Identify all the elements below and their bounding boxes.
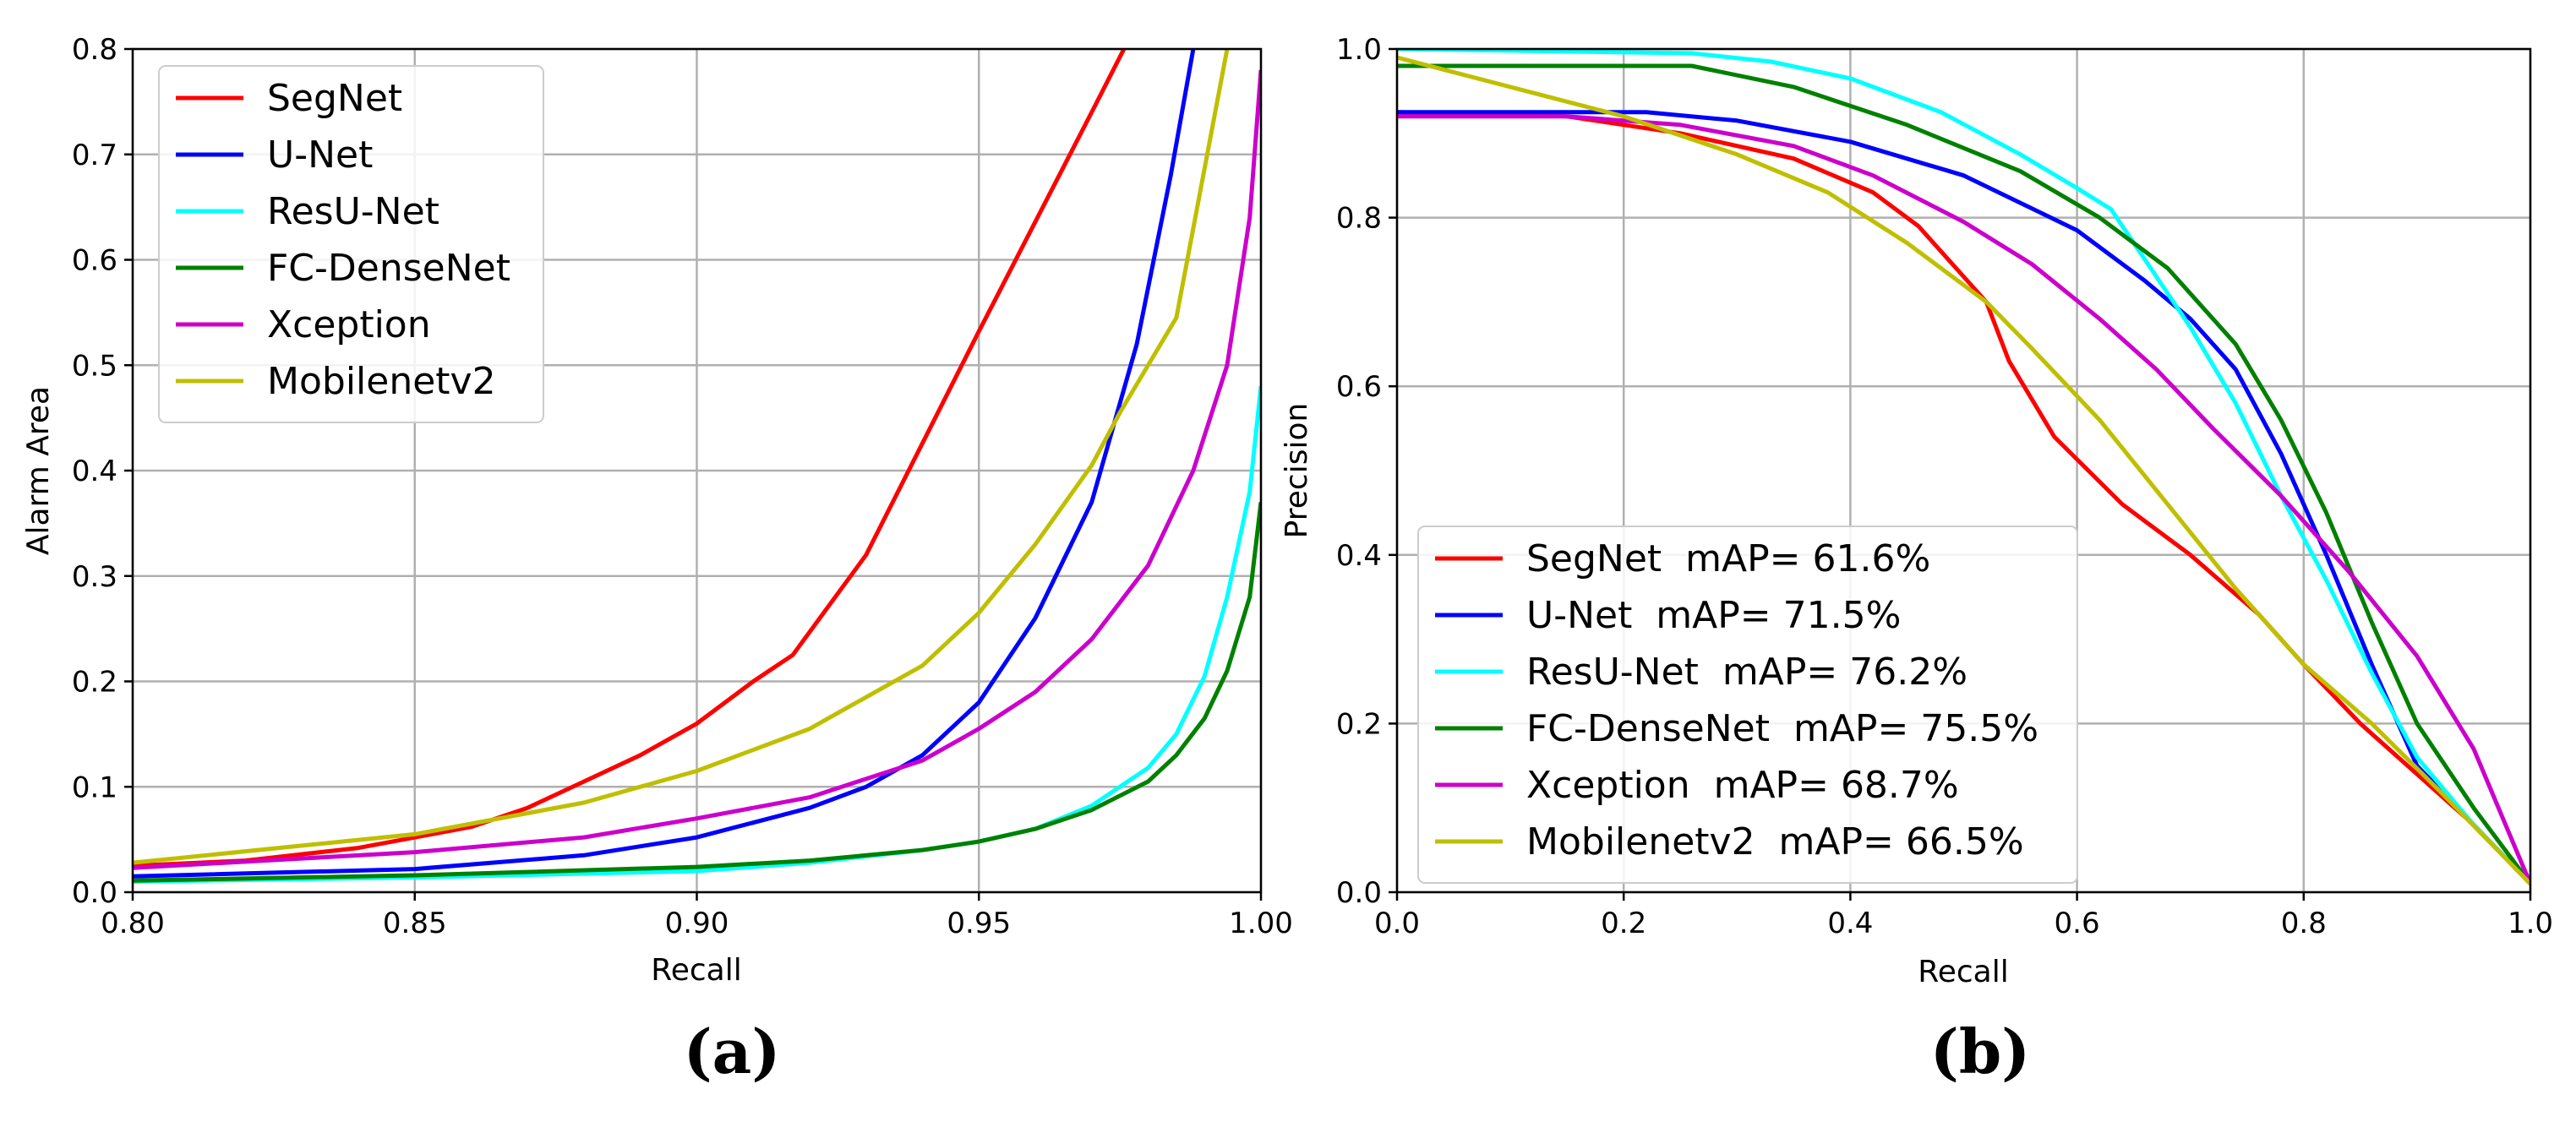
b-ytick-label: 0.0 bbox=[1336, 876, 1382, 910]
a-ytick-label: 0.1 bbox=[72, 771, 117, 804]
b-legend-box bbox=[1417, 526, 2078, 884]
a-legend-label: Xception bbox=[267, 303, 431, 346]
a-ytick-label: 0.5 bbox=[72, 349, 117, 383]
b-series-line-xception bbox=[1397, 114, 2530, 885]
panel-b-xlabel: Recall bbox=[1918, 955, 2008, 989]
panel-a-chart: 0.80 0.85 0.90 0.95 1.00 0.0 0.1 0.2 0.3 0.4 0.5 0.… bbox=[21, 33, 1293, 1087]
a-legend-label: ResU-Net bbox=[267, 190, 439, 233]
a-ytick-label: 0.0 bbox=[72, 876, 117, 910]
a-xtick-label: 0.90 bbox=[665, 907, 729, 940]
b-ytick-label: 1.0 bbox=[1336, 33, 1382, 67]
b-xtick-label: 0.8 bbox=[2281, 907, 2327, 940]
panel-b-frame bbox=[1395, 47, 2532, 894]
panel-a-legend: SegNet U-Net ResU-Net FC-DenseNet Xception Mo… bbox=[158, 65, 544, 423]
a-series-line-mobilenetv2 bbox=[133, 49, 1230, 865]
panel-b-legend: SegNet mAP= 61.6% U-Net mAP= 71.5% ResU-Ne… bbox=[1417, 526, 2078, 884]
a-xtick-label: 0.85 bbox=[383, 907, 447, 940]
a-xtick-label: 0.95 bbox=[947, 907, 1011, 940]
b-legend-label: SegNet mAP= 61.6% bbox=[1526, 537, 1930, 580]
b-legend-label: ResU-Net mAP= 76.2% bbox=[1526, 651, 1967, 694]
b-ytick-label: 0.8 bbox=[1336, 202, 1382, 236]
b-ytick-label: 0.4 bbox=[1336, 539, 1382, 573]
panel-b-ticks: 0.0 0.2 0.4 0.6 0.8 1.0 0.0 0.2 0.4 0.6 0.8 1.0 bbox=[1336, 33, 2553, 940]
b-series-line-resu-net bbox=[1397, 49, 2530, 885]
panel-a-xlabel: Recall bbox=[651, 953, 741, 988]
b-legend-label: FC-DenseNet mAP= 75.5% bbox=[1526, 707, 2038, 750]
a-ytick-label: 0.3 bbox=[72, 560, 117, 594]
a-legend-label: Mobilenetv2 bbox=[267, 360, 496, 403]
b-xtick-label: 0.2 bbox=[1601, 907, 1646, 940]
b-series-line-segnet bbox=[1397, 110, 2530, 885]
a-ytick-label: 0.7 bbox=[72, 139, 117, 172]
b-xtick-label: 0.4 bbox=[1827, 907, 1873, 940]
b-legend-label: U-Net mAP= 71.5% bbox=[1526, 594, 1901, 637]
panel-b-chart: 0.0 0.2 0.4 0.6 0.8 1.0 0.0 0.2 0.4 0.6 0.8 1.0 Rec… bbox=[1280, 33, 2553, 1087]
a-series-line-u-net bbox=[133, 49, 1196, 879]
a-series-line-segnet bbox=[133, 49, 1127, 869]
b-legend-label: Mobilenetv2 mAP= 66.5% bbox=[1526, 820, 2024, 863]
panel-b-series bbox=[1397, 49, 2530, 885]
a-series-line-xception bbox=[133, 69, 1261, 870]
b-ytick-label: 0.2 bbox=[1336, 707, 1382, 741]
panel-a-label: (a) bbox=[684, 1016, 781, 1087]
a-series-line-fc-densenet bbox=[133, 502, 1261, 883]
b-series-line-mobilenetv2 bbox=[1397, 55, 2530, 885]
a-ytick-label: 0.6 bbox=[72, 244, 117, 278]
panel-a-ticks: 0.80 0.85 0.90 0.95 1.00 0.0 0.1 0.2 0.3 0.4 0.5 0.… bbox=[72, 33, 1293, 940]
b-xtick-label: 0.0 bbox=[1374, 907, 1420, 940]
b-xtick-label: 1.0 bbox=[2508, 907, 2553, 940]
a-ytick-label: 0.4 bbox=[72, 455, 117, 488]
panel-b-ylabel: Precision bbox=[1280, 403, 1314, 539]
a-legend-box bbox=[158, 65, 544, 423]
a-ytick-label: 0.2 bbox=[72, 666, 117, 700]
panel-a-series bbox=[133, 49, 1261, 884]
a-ytick-label: 0.8 bbox=[72, 33, 117, 67]
a-legend-label: U-Net bbox=[267, 133, 373, 177]
b-ytick-label: 0.6 bbox=[1336, 370, 1382, 404]
b-series-line-fc-densenet bbox=[1397, 63, 2530, 885]
a-legend-label: SegNet bbox=[267, 77, 402, 120]
a-xtick-label: 1.00 bbox=[1229, 907, 1293, 940]
panel-a-ylabel: Alarm Area bbox=[21, 386, 56, 555]
a-xtick-label: 0.80 bbox=[101, 907, 165, 940]
b-legend-label: Xception mAP= 68.7% bbox=[1526, 764, 1959, 807]
panel-b-label: (b) bbox=[1930, 1016, 2030, 1087]
b-xtick-label: 0.6 bbox=[2055, 907, 2100, 940]
a-legend-label: FC-DenseNet bbox=[267, 247, 510, 290]
